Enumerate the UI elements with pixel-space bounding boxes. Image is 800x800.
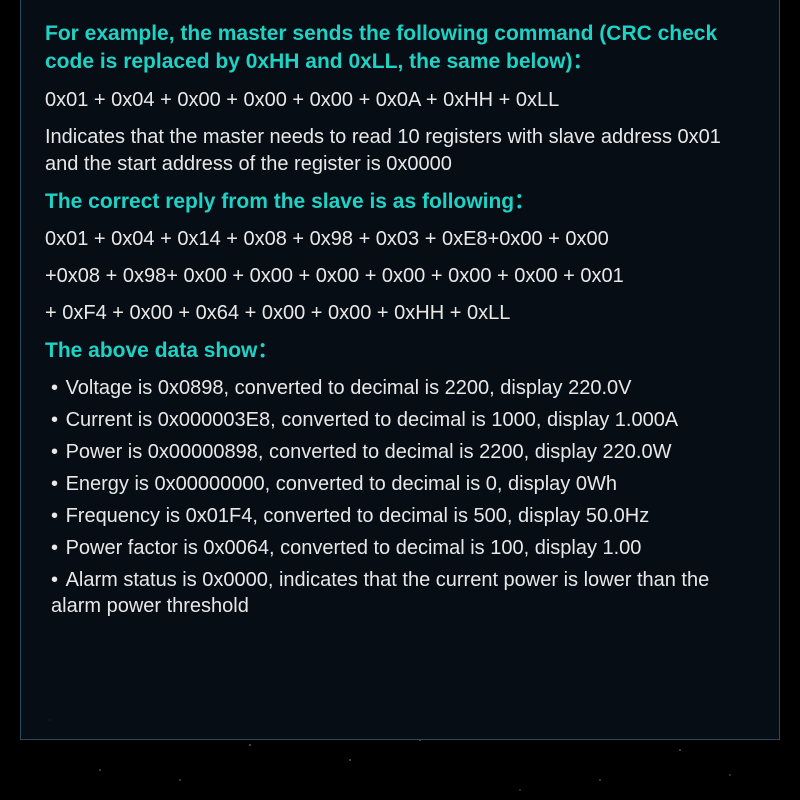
- doc-panel: For example, the master sends the follow…: [20, 0, 780, 740]
- section2-heading: The correct reply from the slave is as f…: [45, 188, 755, 216]
- bullet-power: Power is 0x00000898, converted to decima…: [45, 439, 755, 465]
- bullet-voltage: Voltage is 0x0898, converted to decimal …: [45, 375, 755, 401]
- bullet-frequency: Frequency is 0x01F4, converted to decima…: [45, 503, 755, 529]
- section1-heading: For example, the master sends the follow…: [45, 20, 755, 77]
- section2-reply-line2: +0x08 + 0x98+ 0x00 + 0x00 + 0x00 + 0x00 …: [45, 263, 755, 290]
- section2-reply-line1: 0x01 + 0x04 + 0x14 + 0x08 + 0x98 + 0x03 …: [45, 226, 755, 253]
- bullet-current: Current is 0x000003E8, converted to deci…: [45, 407, 755, 433]
- section2-reply-line3: + 0xF4 + 0x00 + 0x64 + 0x00 + 0x00 + 0xH…: [45, 300, 755, 327]
- bullet-powerfactor: Power factor is 0x0064, converted to dec…: [45, 535, 755, 561]
- section3-heading: The above data show：: [45, 337, 755, 365]
- section1-command: 0x01 + 0x04 + 0x00 + 0x00 + 0x00 + 0x0A …: [45, 87, 755, 114]
- bullet-energy: Energy is 0x00000000, converted to decim…: [45, 471, 755, 497]
- bullet-alarm: Alarm status is 0x0000, indicates that t…: [45, 567, 755, 619]
- section1-explain: Indicates that the master needs to read …: [45, 124, 755, 178]
